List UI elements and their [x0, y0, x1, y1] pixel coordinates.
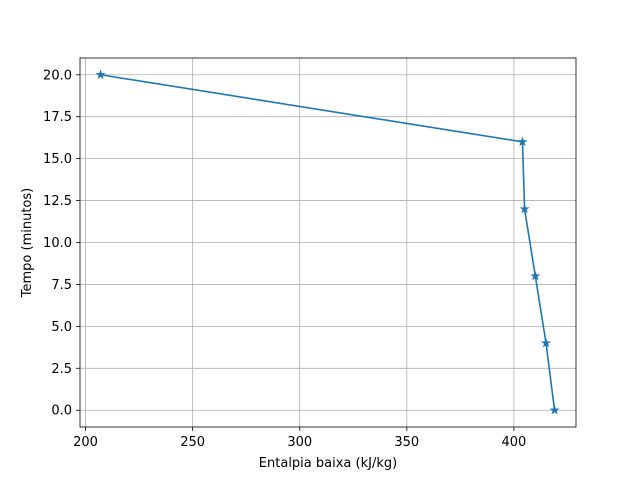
y-tick-label: 5.0 — [51, 320, 72, 335]
tick-layer: 200 250 300 350 400 0.0 2.5 5.0 7.5 10.0 12.5 15.0 1… — [43, 68, 526, 450]
y-tick-label: 7.5 — [51, 278, 72, 293]
data-point-star — [517, 136, 528, 147]
y-tick-label: 17.5 — [43, 110, 72, 125]
series-layer — [95, 69, 560, 415]
x-tick-label: 400 — [501, 435, 526, 450]
y-tick-label: 12.5 — [43, 194, 72, 209]
x-tick-label: 250 — [180, 435, 205, 450]
data-point-star — [530, 270, 541, 281]
grid — [80, 58, 576, 427]
x-tick-label: 300 — [287, 435, 312, 450]
series-line — [100, 73, 556, 411]
data-point-star — [540, 337, 552, 348]
data-point-star — [549, 404, 560, 415]
y-tick-label: 0.0 — [51, 404, 72, 419]
y-tick-label: 10.0 — [43, 236, 72, 251]
x-tick-label: 200 — [73, 435, 98, 450]
y-tick-label: 20.0 — [43, 68, 72, 83]
data-point-star — [95, 69, 106, 80]
data-point-star — [519, 203, 530, 214]
y-axis-label: Tempo (minutos) — [20, 188, 35, 298]
y-tick-label: 15.0 — [43, 152, 72, 167]
y-tick-label: 2.5 — [51, 362, 72, 377]
x-tick-label: 350 — [394, 435, 419, 450]
x-axis-label: Entalpia baixa (kJ/kg) — [259, 456, 397, 471]
